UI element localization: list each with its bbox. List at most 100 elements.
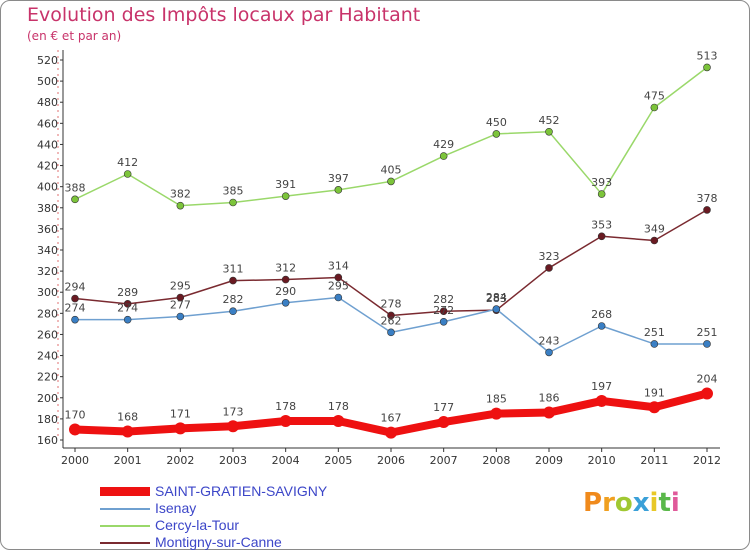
data-point xyxy=(176,312,185,321)
data-point xyxy=(439,317,448,326)
data-label: 513 xyxy=(697,49,718,62)
data-point xyxy=(703,206,711,214)
data-point xyxy=(387,328,395,337)
data-point xyxy=(597,322,606,330)
series-Cercy-la-Tour xyxy=(71,63,711,210)
x-tick-label: 2009 xyxy=(535,454,563,467)
data-label: 204 xyxy=(697,373,718,386)
data-point xyxy=(650,103,659,112)
data-point xyxy=(123,170,132,178)
data-point xyxy=(176,201,185,210)
legend-label: Isenay xyxy=(155,500,197,516)
data-label: 186 xyxy=(539,392,560,405)
data-point xyxy=(227,420,239,433)
y-tick-label: 400 xyxy=(37,181,58,194)
data-label: 177 xyxy=(433,401,454,414)
data-label: 243 xyxy=(539,334,560,347)
data-label: 391 xyxy=(275,178,296,191)
x-tick-label: 2012 xyxy=(693,454,721,467)
y-tick-label: 160 xyxy=(37,434,58,447)
data-point xyxy=(543,406,555,419)
data-point xyxy=(69,423,81,436)
data-label: 197 xyxy=(591,380,612,393)
data-point xyxy=(597,232,606,241)
data-label: 289 xyxy=(117,286,138,299)
data-point xyxy=(229,276,237,285)
data-point xyxy=(279,415,292,427)
data-label: 388 xyxy=(65,181,86,194)
data-point xyxy=(281,275,290,284)
data-label: 283 xyxy=(486,292,507,305)
data-point xyxy=(174,422,187,435)
legend-label: Cercy-la-Tour xyxy=(155,517,240,533)
data-label: 251 xyxy=(697,326,718,339)
y-tick-label: 520 xyxy=(37,54,58,67)
data-label: 450 xyxy=(486,116,507,129)
y-tick-label: 380 xyxy=(37,202,58,215)
y-tick-label: 420 xyxy=(37,160,58,173)
x-tick-label: 2006 xyxy=(377,454,405,467)
x-tick-label: 2011 xyxy=(640,454,668,467)
data-point xyxy=(332,415,345,427)
data-label: 312 xyxy=(275,262,296,275)
x-tick-label: 2002 xyxy=(166,454,194,467)
x-tick-label: 2003 xyxy=(219,454,247,467)
x-tick-label: 2005 xyxy=(324,454,352,467)
data-point xyxy=(545,348,553,357)
data-label: 294 xyxy=(65,281,86,294)
chart-subtitle: (en € et par an) xyxy=(27,29,122,43)
data-label: 393 xyxy=(591,176,612,189)
y-tick-label: 280 xyxy=(37,307,58,320)
data-point xyxy=(281,298,290,307)
y-tick-label: 320 xyxy=(37,265,58,278)
data-label: 290 xyxy=(275,285,296,298)
series-layer xyxy=(69,63,713,439)
legend-swatch xyxy=(100,487,150,496)
data-point xyxy=(176,293,185,302)
y-tick-label: 240 xyxy=(37,350,58,363)
data-point xyxy=(648,401,661,414)
data-point xyxy=(387,177,395,186)
data-label: 475 xyxy=(644,90,665,103)
data-point xyxy=(387,311,395,320)
data-label: 170 xyxy=(65,408,86,421)
data-label: 405 xyxy=(381,163,402,176)
data-label: 314 xyxy=(328,259,349,272)
data-label: 429 xyxy=(433,138,454,151)
data-point xyxy=(650,340,659,348)
data-point xyxy=(121,425,134,438)
data-point xyxy=(123,315,132,324)
data-label: 452 xyxy=(539,114,560,127)
data-point xyxy=(71,294,79,303)
y-tick-label: 480 xyxy=(37,96,58,109)
data-point xyxy=(71,315,79,324)
data-point xyxy=(123,300,132,308)
data-label: 353 xyxy=(591,218,612,231)
data-point xyxy=(385,426,397,439)
data-label: 397 xyxy=(328,172,349,185)
data-label: 295 xyxy=(170,280,191,293)
data-label: 191 xyxy=(644,386,665,399)
data-label: 274 xyxy=(117,302,138,315)
data-label: 295 xyxy=(328,280,349,293)
y-tick-label: 440 xyxy=(37,138,58,151)
data-point xyxy=(703,63,711,72)
series-SAINT-GRATIEN-SAVIGNY xyxy=(69,387,713,439)
proxiti-logo: Proxiti xyxy=(583,488,680,518)
y-tick-label: 460 xyxy=(37,117,58,130)
data-label: 185 xyxy=(486,393,507,406)
data-point xyxy=(545,264,553,272)
data-point xyxy=(229,307,237,316)
data-point xyxy=(334,273,343,282)
data-label: 282 xyxy=(433,293,454,306)
data-label: 167 xyxy=(381,412,402,425)
data-point xyxy=(650,236,659,245)
data-point xyxy=(492,130,501,138)
y-tick-label: 500 xyxy=(37,75,58,88)
legend-swatch xyxy=(100,508,150,510)
y-tick-label: 260 xyxy=(37,328,58,341)
data-label: 311 xyxy=(223,263,244,276)
data-point xyxy=(492,305,501,313)
